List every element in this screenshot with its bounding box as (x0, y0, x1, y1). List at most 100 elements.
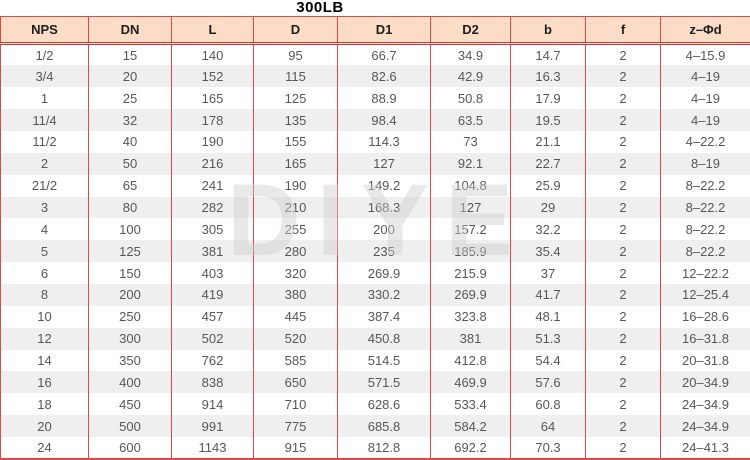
table-cell: 2 (585, 349, 661, 372)
table-cell: 48.1 (510, 305, 586, 328)
table-cell: 2 (585, 65, 661, 88)
table-cell: 20–34.9 (660, 371, 750, 394)
table-cell: 51.3 (510, 327, 586, 350)
table-cell: 18 (0, 393, 89, 416)
table-cell: 4–19 (660, 87, 750, 110)
table-row: 20 500 991 775 685.8 584.2 64 2 24–34.9 (0, 415, 750, 437)
table-cell: 2 (585, 327, 661, 350)
table-row: 14 350 762 585 514.5 412.8 54.4 2 20–31.8 (0, 349, 750, 372)
table-cell: 114.3 (337, 130, 431, 153)
header-row: NPS DN L D D1 D2 b f z–Φd (0, 16, 750, 45)
table-cell: 235 (337, 240, 431, 263)
table-cell: 216 (171, 152, 254, 175)
table-row: 3/4 20 152 115 82.6 42.9 16.3 2 4–19 (0, 65, 750, 88)
table-cell: 24–34.9 (660, 415, 750, 437)
table-cell: 34.9 (430, 43, 511, 66)
table-cell: 403 (171, 262, 254, 284)
table-cell: 215.9 (430, 262, 511, 284)
table-cell: 35.4 (510, 240, 586, 263)
table-cell: 710 (253, 393, 338, 416)
table-cell: 8 (0, 283, 89, 306)
table-cell: 24–41.3 (660, 436, 750, 460)
table-row: 5 125 381 280 235 185.9 35.4 2 8–22.2 (0, 240, 750, 263)
table-cell: 140 (171, 43, 254, 66)
table-cell: 4 (0, 218, 89, 241)
table-cell: 8–22.2 (660, 174, 750, 197)
table-cell: 387.4 (337, 305, 431, 328)
table-cell: 2 (585, 87, 661, 110)
table-cell: 1143 (171, 436, 254, 460)
table-cell: 10 (0, 305, 89, 328)
table-cell: 210 (253, 196, 338, 219)
table-cell: 190 (253, 174, 338, 197)
table-cell: 50 (88, 152, 172, 175)
table-cell: 838 (171, 371, 254, 394)
table-cell: 4–19 (660, 65, 750, 88)
table-cell: 190 (171, 130, 254, 153)
table-cell: 2 (585, 196, 661, 219)
table-cell: 98.4 (337, 109, 431, 131)
table-cell: 24 (0, 436, 89, 460)
table-cell: 8–19 (660, 152, 750, 175)
table-cell: 20 (0, 415, 89, 437)
table-cell: 380 (253, 283, 338, 306)
table-cell: 16 (0, 371, 89, 394)
table-cell: 445 (253, 305, 338, 328)
table-cell: 584.2 (430, 415, 511, 437)
table-cell: 127 (337, 152, 431, 175)
table-cell: 269.9 (337, 262, 431, 284)
table-cell: 37 (510, 262, 586, 284)
table-cell: 628.6 (337, 393, 431, 416)
table-row: 2 50 216 165 127 92.1 22.7 2 8–19 (0, 152, 750, 175)
table-row: 4 100 305 255 200 157.2 32.2 2 8–22.2 (0, 218, 750, 241)
table-row: 16 400 838 650 571.5 469.9 57.6 2 20–34.9 (0, 371, 750, 394)
table-cell: 419 (171, 283, 254, 306)
table-cell: 2 (585, 262, 661, 284)
table-row: 8 200 419 380 330.2 269.9 41.7 2 12–25.4 (0, 283, 750, 306)
table-cell: 533.4 (430, 393, 511, 416)
table-cell: 500 (88, 415, 172, 437)
table-cell: 24–34.9 (660, 393, 750, 416)
column-header-8: z–Φd (660, 16, 750, 45)
table-cell: 8–22.2 (660, 240, 750, 263)
table-cell: 16–31.8 (660, 327, 750, 350)
table-cell: 32 (88, 109, 172, 131)
table-cell: 155 (253, 130, 338, 153)
table-cell: 5 (0, 240, 89, 263)
table-cell: 125 (253, 87, 338, 110)
table-cell: 88.9 (337, 87, 431, 110)
table-cell: 812.8 (337, 436, 431, 460)
column-header-5: D2 (430, 16, 511, 45)
table-cell: 80 (88, 196, 172, 219)
table-cell: 2 (585, 174, 661, 197)
table-cell: 200 (88, 283, 172, 306)
table-cell: 323.8 (430, 305, 511, 328)
table-cell: 6 (0, 262, 89, 284)
table-cell: 66.7 (337, 43, 431, 66)
table-cell: 250 (88, 305, 172, 328)
table-cell: 381 (171, 240, 254, 263)
table-cell: 64 (510, 415, 586, 437)
table-row: 1/2 15 140 95 66.7 34.9 14.7 2 4–15.9 (0, 43, 750, 66)
table-cell: 29 (510, 196, 586, 219)
table-cell: 40 (88, 130, 172, 153)
table-cell: 280 (253, 240, 338, 263)
table-cell: 991 (171, 415, 254, 437)
table-cell: 14.7 (510, 43, 586, 66)
table-cell: 2 (585, 415, 661, 437)
table-cell: 92.1 (430, 152, 511, 175)
table-cell: 412.8 (430, 349, 511, 372)
table-cell: 17.9 (510, 87, 586, 110)
table-cell: 150 (88, 262, 172, 284)
table-cell: 450.8 (337, 327, 431, 350)
table-cell: 127 (430, 196, 511, 219)
table-cell: 200 (337, 218, 431, 241)
table-cell: 73 (430, 130, 511, 153)
table-cell: 50.8 (430, 87, 511, 110)
table-cell: 585 (253, 349, 338, 372)
table-cell: 135 (253, 109, 338, 131)
table-cell: 571.5 (337, 371, 431, 394)
table-cell: 165 (171, 87, 254, 110)
table-cell: 16–28.6 (660, 305, 750, 328)
